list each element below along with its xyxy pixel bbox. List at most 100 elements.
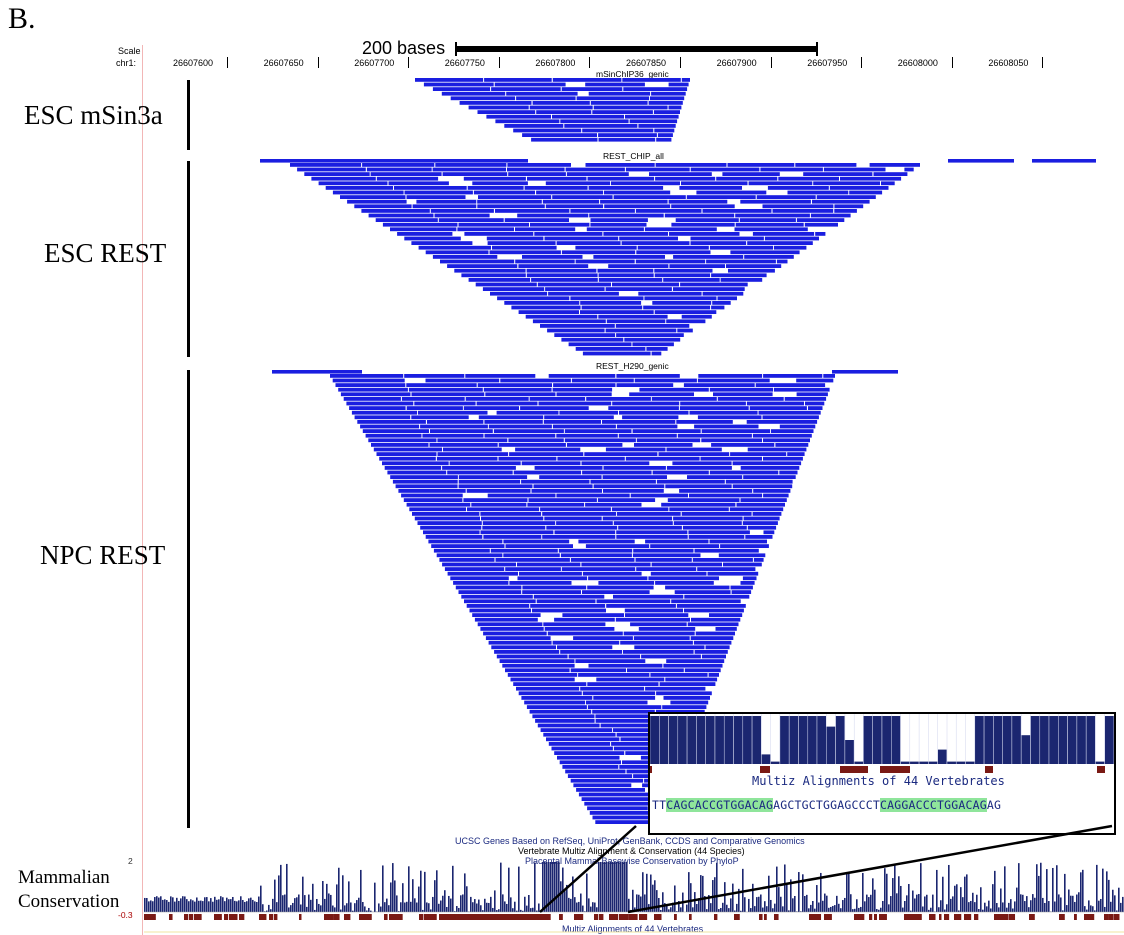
conservation-bar xyxy=(678,901,680,912)
conservation-bar xyxy=(836,895,838,912)
read xyxy=(440,259,515,264)
conservation-bar xyxy=(462,894,464,912)
read xyxy=(605,287,672,291)
read xyxy=(624,337,681,342)
conservation-bar xyxy=(156,896,158,912)
read xyxy=(481,516,544,521)
read xyxy=(753,489,791,493)
inset-bar xyxy=(1076,716,1086,764)
inset-gap xyxy=(650,766,652,773)
read xyxy=(823,374,835,378)
read xyxy=(472,613,541,617)
conservation-bar xyxy=(494,890,496,912)
read xyxy=(705,645,730,650)
inset-bar xyxy=(937,749,947,764)
read xyxy=(598,278,663,282)
read xyxy=(671,222,735,227)
conservation-bar xyxy=(318,903,320,912)
read xyxy=(604,204,671,209)
read xyxy=(588,576,648,581)
conservation-bar xyxy=(1042,897,1044,912)
conservation-bar xyxy=(1066,905,1068,912)
conservation-bar xyxy=(206,897,208,912)
conservation-bar xyxy=(748,898,750,912)
conservation-bar xyxy=(914,898,916,912)
read xyxy=(304,172,370,176)
inset-conservation-plot xyxy=(650,714,1114,773)
conservation-bar xyxy=(476,903,478,912)
read xyxy=(505,544,573,548)
read xyxy=(633,548,694,553)
conservation-bar xyxy=(538,903,540,912)
read xyxy=(582,351,651,356)
read xyxy=(493,429,564,433)
read xyxy=(524,186,588,190)
read xyxy=(482,287,545,291)
alignment-gap xyxy=(424,914,430,920)
conservation-bar xyxy=(266,910,268,912)
conservation-bar xyxy=(260,885,262,912)
conservation-bar xyxy=(420,870,422,912)
conservation-bar xyxy=(216,899,218,912)
conservation-bar xyxy=(210,898,212,912)
read xyxy=(687,475,743,479)
conservation-bar xyxy=(522,910,524,912)
read xyxy=(545,181,611,186)
conservation-bar xyxy=(964,876,966,912)
read xyxy=(634,443,693,447)
read xyxy=(554,751,625,755)
conservation-bar xyxy=(560,881,562,912)
conservation-bar xyxy=(646,873,648,912)
conservation-bar xyxy=(1064,873,1066,912)
alignment-gap xyxy=(369,914,372,920)
conservation-bar xyxy=(146,897,148,912)
read xyxy=(554,333,616,337)
read xyxy=(645,686,706,691)
read xyxy=(552,195,613,199)
read xyxy=(573,636,633,640)
read xyxy=(588,91,651,96)
tick-label: 26607600 xyxy=(173,58,214,68)
conservation-bar xyxy=(486,902,488,912)
read xyxy=(588,186,664,190)
read xyxy=(593,696,656,700)
alignment-gap xyxy=(399,914,403,920)
read xyxy=(458,484,533,489)
inset-bar xyxy=(742,716,752,764)
conservation-bar xyxy=(626,862,628,912)
conservation-bar xyxy=(1102,868,1104,912)
read xyxy=(544,516,602,521)
read xyxy=(582,470,652,475)
conservation-bar xyxy=(366,910,368,912)
read xyxy=(527,502,585,507)
read xyxy=(505,668,570,673)
conservation-bar xyxy=(374,882,376,912)
conservation-bar xyxy=(480,905,482,912)
read xyxy=(629,392,694,397)
conservation-bar xyxy=(700,875,702,912)
conservation-bar xyxy=(724,882,726,912)
read xyxy=(823,167,886,172)
inset-zoom: Multiz Alignments of 44 Vertebrates TTCA… xyxy=(648,712,1116,835)
read xyxy=(747,241,813,245)
conservation-bar xyxy=(794,895,796,912)
alignment-gap xyxy=(544,914,551,920)
read xyxy=(731,590,752,594)
conservation-bar xyxy=(988,900,990,912)
read xyxy=(587,682,659,686)
read xyxy=(616,530,688,535)
conservation-bar xyxy=(436,870,438,912)
alignment-gap xyxy=(999,914,1006,920)
read xyxy=(558,548,633,553)
inset-bar xyxy=(956,761,966,764)
read xyxy=(666,319,706,324)
read xyxy=(404,190,473,195)
read xyxy=(623,631,695,636)
conservation-bar xyxy=(500,862,502,912)
conservation-bar xyxy=(972,892,974,912)
conservation-bar xyxy=(624,862,626,912)
read xyxy=(406,195,466,199)
conservation-bar xyxy=(222,897,224,912)
conservation-bar xyxy=(976,894,978,912)
read xyxy=(547,328,605,333)
